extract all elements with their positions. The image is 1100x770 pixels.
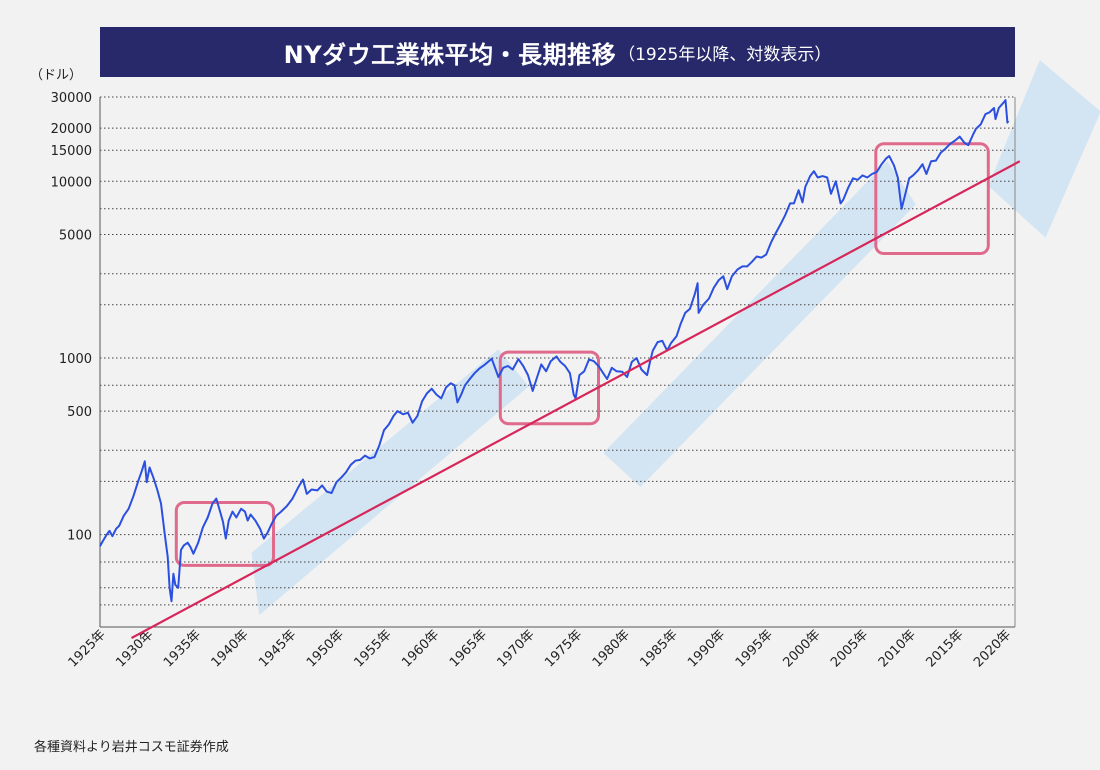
x-tick-label: 1970年	[495, 627, 538, 670]
trend-band-1	[251, 349, 529, 616]
y-tick-labels: 30000 20000 15000 10000 5000 1000 500 100	[51, 91, 92, 544]
x-tick-label: 1980年	[590, 627, 633, 670]
source-note: 各種資料より岩井コスモ証券作成	[34, 740, 229, 755]
x-tick-label: 1960年	[399, 627, 442, 670]
x-tick-label: 1945年	[256, 627, 299, 670]
x-tick-label: 1950年	[304, 627, 347, 670]
x-tick-label: 1930年	[113, 627, 156, 670]
long-term-trend-line	[130, 160, 1021, 639]
series-line-nydow	[99, 99, 1010, 603]
axes	[99, 97, 1016, 628]
highlight-box-1	[174, 501, 275, 567]
x-tick-label: 2020年	[971, 627, 1014, 670]
x-tick-label: 1935年	[161, 627, 204, 670]
x-tick-label: 1995年	[733, 627, 776, 670]
y-tick-label: 1000	[59, 352, 92, 367]
y-tick-label: 10000	[51, 175, 92, 190]
x-tick-label: 2010年	[876, 627, 919, 670]
highlight-boxes	[174, 142, 990, 567]
y-tick-label: 100	[67, 529, 92, 544]
x-tick-label: 1955年	[352, 627, 395, 670]
chart-title-bar: NYダウ工業株平均・長期推移 （1925年以降、対数表示）	[100, 27, 1015, 77]
trend-line-layer	[130, 160, 1021, 639]
x-tick-label: 2015年	[923, 627, 966, 670]
x-tick-label: 2000年	[780, 627, 823, 670]
y-axis-title: （ドル）	[30, 68, 82, 83]
x-tick-label: 1925年	[66, 627, 109, 670]
gridlines	[100, 96, 1015, 606]
chart-title: NYダウ工業株平均・長期推移	[283, 40, 617, 69]
trend-bands	[251, 60, 1100, 616]
y-tick-label: 30000	[51, 91, 92, 106]
y-tick-label: 5000	[59, 229, 92, 244]
chart-subtitle: （1925年以降、対数表示）	[618, 44, 832, 65]
trend-band-3	[988, 60, 1100, 238]
x-tick-label: 1990年	[685, 627, 728, 670]
x-tick-label: 2005年	[828, 627, 871, 670]
x-tick-label: 1975年	[542, 627, 585, 670]
x-tick-label: 1965年	[447, 627, 490, 670]
y-tick-label: 15000	[51, 144, 92, 159]
x-tick-label: 1940年	[209, 627, 252, 670]
trend-band-2	[603, 161, 916, 487]
x-tick-label: 1985年	[638, 627, 681, 670]
highlight-box-3	[874, 142, 990, 255]
y-tick-label: 20000	[51, 122, 92, 137]
x-tick-labels: 1925年 1930年 1935年 1940年 1945年 1950年 1955年 1960年…	[66, 627, 1015, 670]
y-tick-label: 500	[67, 405, 92, 420]
series-layer	[99, 99, 1010, 603]
